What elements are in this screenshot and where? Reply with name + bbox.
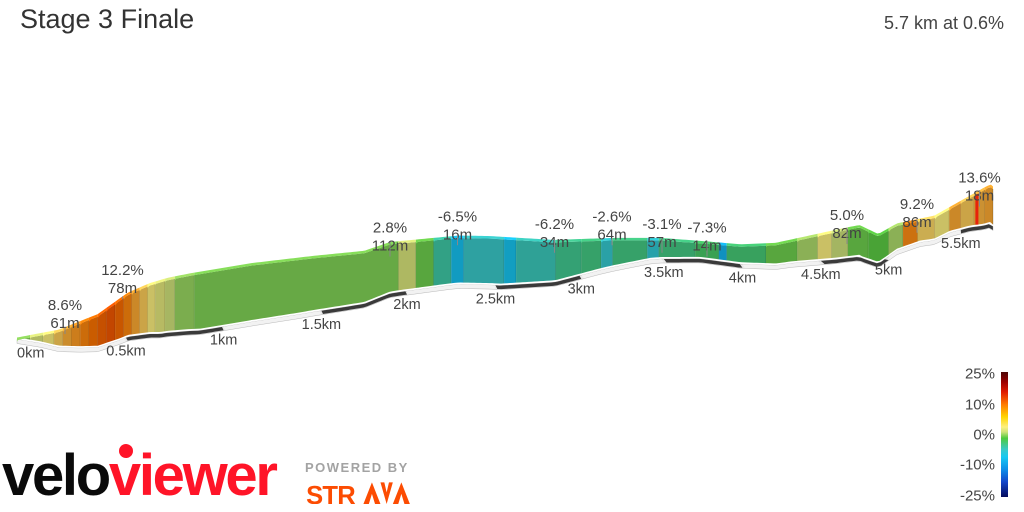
svg-text:0km: 0km xyxy=(17,346,44,362)
svg-text:5km: 5km xyxy=(875,263,902,279)
svg-text:5.5km: 5.5km xyxy=(941,236,981,252)
svg-text:-2.6%: -2.6% xyxy=(592,208,631,225)
svg-text:1.5km: 1.5km xyxy=(302,317,342,333)
svg-text:-6.5%: -6.5% xyxy=(438,208,477,225)
svg-text:2km: 2km xyxy=(393,297,420,313)
svg-text:-3.1%: -3.1% xyxy=(642,216,681,233)
svg-text:3km: 3km xyxy=(568,281,595,297)
svg-text:-6.2%: -6.2% xyxy=(535,216,574,233)
svg-text:9.2%: 9.2% xyxy=(900,196,934,213)
svg-text:0.5km: 0.5km xyxy=(106,344,146,360)
svg-text:8.6%: 8.6% xyxy=(48,297,82,314)
svg-text:STR: STR xyxy=(306,482,355,504)
svg-text:1km: 1km xyxy=(210,333,237,349)
svg-text:4.5km: 4.5km xyxy=(801,267,841,283)
svg-text:5.0%: 5.0% xyxy=(830,207,864,224)
svg-text:2.5km: 2.5km xyxy=(476,291,516,307)
svg-text:veloviewer: veloviewer xyxy=(2,443,277,508)
svg-text:2.8%: 2.8% xyxy=(373,220,407,237)
svg-text:-7.3%: -7.3% xyxy=(687,220,726,237)
svg-text:13.6%: 13.6% xyxy=(958,170,1001,187)
svg-text:78m: 78m xyxy=(108,280,137,297)
svg-text:4km: 4km xyxy=(729,270,756,286)
svg-text:3.5km: 3.5km xyxy=(644,265,684,281)
svg-text:12.2%: 12.2% xyxy=(101,262,144,279)
